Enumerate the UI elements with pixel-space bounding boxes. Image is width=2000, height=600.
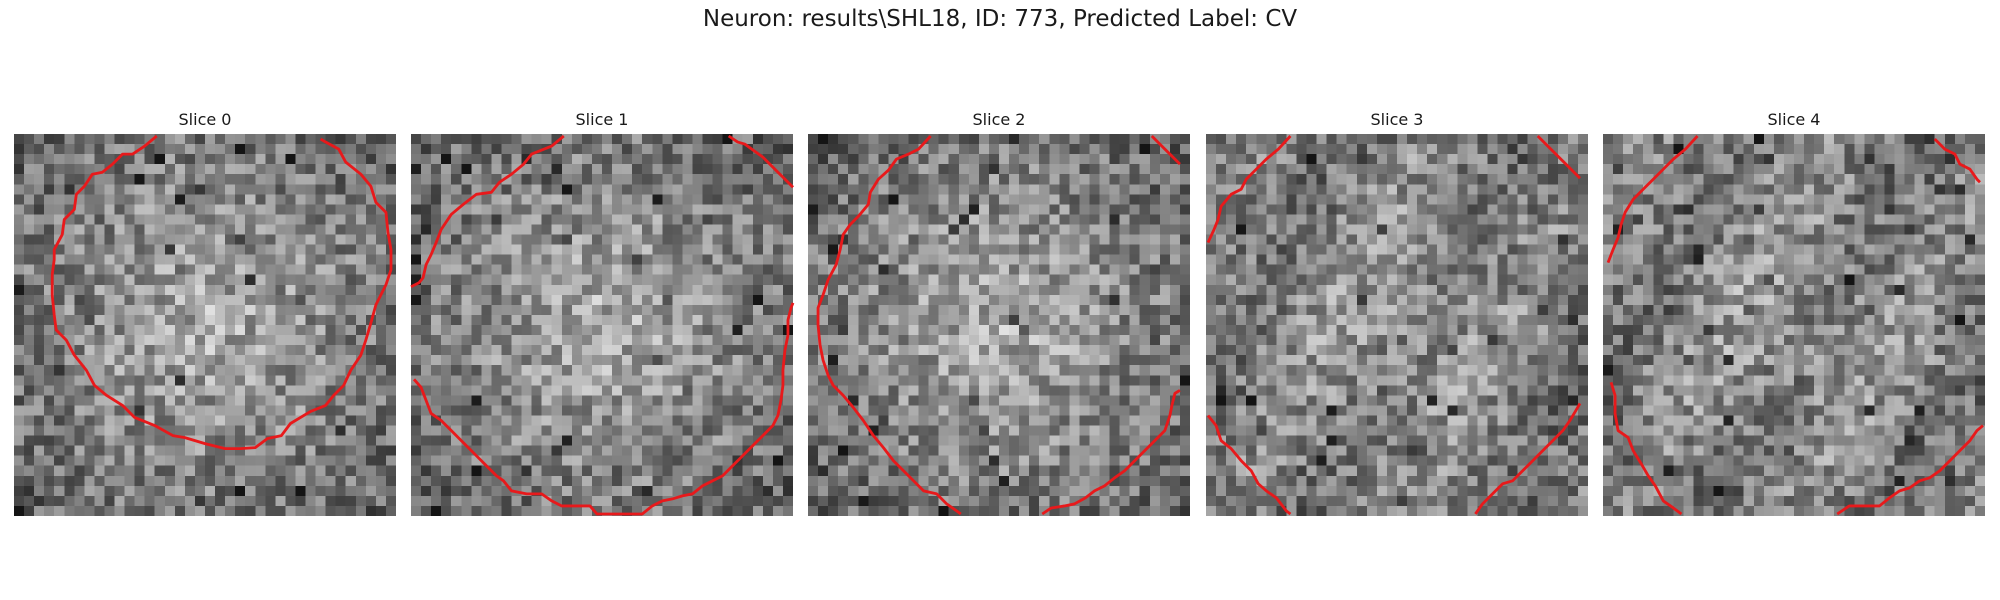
contour-line xyxy=(1041,389,1181,516)
contour-line xyxy=(1836,424,1984,516)
contour-line xyxy=(410,134,565,289)
contour-line xyxy=(412,302,795,516)
slice-image xyxy=(1603,134,1985,516)
contour-line xyxy=(1474,402,1582,515)
contour-line xyxy=(816,135,962,516)
slice-title: Slice 1 xyxy=(575,110,629,129)
slice-contour xyxy=(410,134,795,516)
slice-contour xyxy=(1206,135,1582,516)
slice-contour xyxy=(1606,135,1984,516)
slice-title: Slice 2 xyxy=(972,110,1026,129)
figure-title: Neuron: results\SHL18, ID: 773, Predicte… xyxy=(702,6,1298,32)
contour-line xyxy=(1609,381,1683,516)
slice-title: Slice 4 xyxy=(1767,110,1821,129)
slice-contour xyxy=(50,134,393,451)
contour-line xyxy=(1536,135,1581,180)
contour-line xyxy=(1206,135,1292,244)
slice-title: Slice 0 xyxy=(178,110,232,129)
slice-image xyxy=(14,134,396,516)
contour-line xyxy=(727,134,794,189)
contour-line xyxy=(1206,414,1292,516)
slice-image xyxy=(1206,134,1588,516)
contour-line xyxy=(1606,135,1699,264)
contour-line xyxy=(1933,138,1981,184)
slice-contour xyxy=(816,135,1181,516)
slice-image xyxy=(808,134,1190,516)
contour-line xyxy=(1150,135,1181,166)
contour-line xyxy=(50,134,393,451)
slice-title: Slice 3 xyxy=(1370,110,1424,129)
